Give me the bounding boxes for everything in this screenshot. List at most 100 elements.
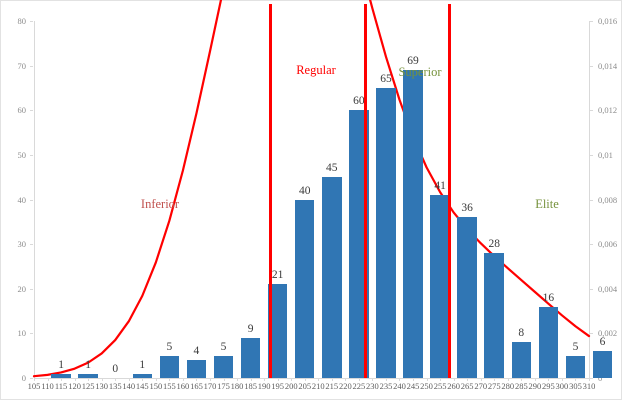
x-axis-tick-label: 130 xyxy=(95,381,109,391)
right-axis-tick-label: 0,002 xyxy=(598,328,618,339)
bar-slot: 5 xyxy=(562,21,589,378)
divider-regular-superior xyxy=(364,4,368,378)
bar-value-label: 40 xyxy=(298,184,311,197)
bar-value-label: 8 xyxy=(518,327,525,340)
right-axis-tick-label: 0 xyxy=(598,373,603,383)
bar[interactable] xyxy=(511,342,532,378)
bar-value-label: 65 xyxy=(380,72,392,85)
bar[interactable] xyxy=(132,373,153,378)
left-axis-tick-mark xyxy=(30,21,33,22)
x-axis-tick-label: 135 xyxy=(108,381,122,391)
x-axis-tick-mark xyxy=(223,378,225,381)
x-axis-tick-mark xyxy=(561,378,563,381)
bar[interactable] xyxy=(592,351,613,378)
left-axis-tick-label: 70 xyxy=(17,60,27,71)
bar-value-label: 36 xyxy=(461,202,473,215)
bar[interactable] xyxy=(538,306,559,378)
x-axis-tick-label: 270 xyxy=(474,381,488,391)
bar-value-label: 16 xyxy=(542,291,555,304)
bar[interactable] xyxy=(322,177,342,378)
bar-slot: 4 xyxy=(183,21,210,378)
plot-area: 1 1 0 1 5 4 5 9 21 40 45 60 65 69 41 36 28 8 16 5 6 xyxy=(34,21,613,378)
bar-slot: 40 xyxy=(291,21,318,378)
bar-slot: 6 xyxy=(589,21,616,378)
bar-slot: 1 xyxy=(48,21,75,378)
x-axis-tick-label: 225 xyxy=(352,381,366,391)
x-axis-tick-label: 310 xyxy=(582,381,596,391)
bar[interactable] xyxy=(78,373,98,378)
x-axis-tick-label: 305 xyxy=(569,381,582,391)
x-axis-tick-label: 285 xyxy=(514,381,528,391)
right-axis-tick-mark xyxy=(590,288,593,290)
bar[interactable] xyxy=(565,355,586,378)
bar[interactable] xyxy=(240,337,261,378)
left-axis-tick-mark xyxy=(30,288,33,290)
bar-slot: 65 xyxy=(372,21,399,378)
left-axis-tick-mark xyxy=(30,154,33,156)
bar-slot: 1 xyxy=(129,21,156,378)
x-axis-tick-label: 140 xyxy=(122,381,136,391)
bar-slot: 69 xyxy=(399,21,426,378)
x-axis-tick-mark xyxy=(250,378,252,381)
x-axis-tick-mark xyxy=(169,378,171,381)
right-axis-tick-label: 0,014 xyxy=(598,60,618,71)
left-axis-tick-label: 0 xyxy=(21,373,26,383)
zone-label-regular: Regular xyxy=(296,63,336,77)
x-axis-tick-mark xyxy=(453,378,455,381)
right-axis-tick-mark xyxy=(590,199,593,201)
x-axis-tick-mark xyxy=(318,378,320,381)
x-axis-tick-mark xyxy=(521,378,523,381)
x-axis-tick-label: 245 xyxy=(406,381,420,391)
left-y-axis: 0 10 20 30 40 50 60 70 80 xyxy=(1,16,33,383)
x-axis-tick-mark xyxy=(494,378,496,381)
x-axis-tick-label: 105 xyxy=(27,381,41,391)
x-axis-tick-label: 155 xyxy=(162,381,176,391)
bar[interactable] xyxy=(294,199,315,378)
bar[interactable] xyxy=(267,284,288,378)
x-axis-tick-mark xyxy=(74,378,76,381)
bar[interactable] xyxy=(186,360,207,378)
x-axis-tick-label: 165 xyxy=(190,381,203,391)
bar-value-label: 1 xyxy=(58,358,64,371)
x-axis-tick-label: 180 xyxy=(230,381,244,391)
x-axis-tick-label: 300 xyxy=(555,381,569,391)
bar[interactable] xyxy=(376,87,396,378)
bar-slot: 41 xyxy=(427,21,454,378)
right-axis-tick-mark xyxy=(590,154,593,156)
x-axis-tick-mark xyxy=(101,378,103,381)
x-axis-tick-mark xyxy=(358,378,360,381)
left-axis-tick-mark xyxy=(30,110,33,112)
bar[interactable] xyxy=(159,355,180,378)
bar[interactable] xyxy=(349,110,369,378)
x-axis-tick-mark xyxy=(61,378,63,381)
x-axis-tick-label: 265 xyxy=(460,381,474,391)
left-axis-tick-label: 30 xyxy=(17,239,27,250)
bar-value-label: 4 xyxy=(193,345,200,358)
x-axis-tick-mark xyxy=(467,378,469,381)
bar-value-label: 28 xyxy=(488,238,500,251)
bar-value-label: 1 xyxy=(85,358,92,371)
x-axis-tick-mark xyxy=(507,378,509,381)
left-axis-tick-label: 60 xyxy=(17,105,27,116)
zone-label-inferior: Inferior xyxy=(140,197,180,211)
bar[interactable] xyxy=(484,253,504,378)
x-axis-tick-mark xyxy=(196,378,198,381)
x-axis: 105 110 115 120 125 130 135 140 145 150 155 160 165 1… xyxy=(28,378,595,400)
bar[interactable] xyxy=(213,355,234,378)
bar[interactable] xyxy=(51,373,71,378)
bar-slot: 36 xyxy=(454,21,481,378)
bar-value-label: 21 xyxy=(271,269,284,282)
bar-value-label: 5 xyxy=(220,340,227,353)
bar[interactable] xyxy=(457,217,477,378)
x-axis-tick-label: 215 xyxy=(325,381,339,391)
bar[interactable] xyxy=(430,195,450,378)
x-axis-tick-mark xyxy=(182,378,184,381)
x-axis-tick-mark xyxy=(534,378,536,381)
x-axis-tick-label: 250 xyxy=(420,381,433,391)
x-axis-tick-mark xyxy=(34,378,35,381)
bar-slot: 5 xyxy=(156,21,183,378)
x-axis-tick-label: 145 xyxy=(135,381,149,391)
bar-slot: 8 xyxy=(508,21,535,378)
bar[interactable] xyxy=(403,70,423,378)
right-y-axis: 0 0,002 0,004 0,006 0,008 0,01 0,012 0,014 0,016 xyxy=(590,16,624,383)
